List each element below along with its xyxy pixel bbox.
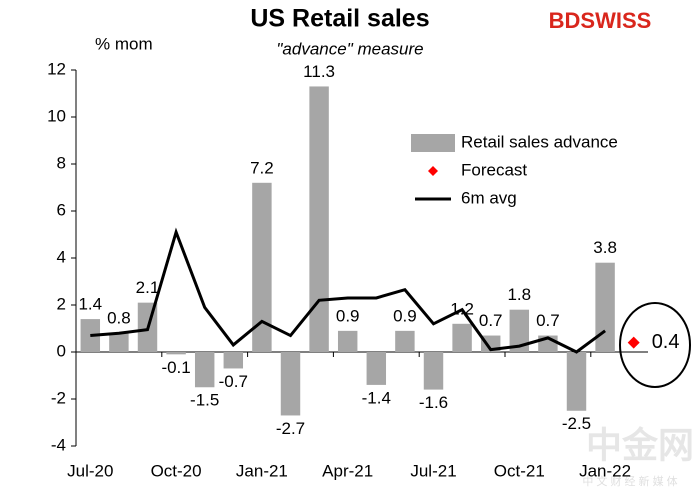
value-label: 0.7 — [479, 311, 503, 330]
bar — [452, 323, 472, 352]
value-label: 2.1 — [136, 278, 160, 297]
bar — [223, 352, 244, 369]
y-tick-label: -2 — [51, 388, 66, 407]
y-tick-label: 4 — [57, 247, 66, 266]
value-label: 0.9 — [393, 306, 417, 325]
value-label: 1.4 — [78, 295, 102, 314]
value-label: 3.8 — [593, 238, 617, 257]
value-label: -2.7 — [276, 419, 305, 438]
x-tick-label: Jul-20 — [67, 461, 113, 480]
legend-label: Forecast — [461, 160, 527, 179]
value-label: 0.8 — [107, 309, 131, 328]
x-tick-label: Jul-21 — [410, 461, 456, 480]
value-label: -0.1 — [161, 358, 190, 377]
value-label: -1.4 — [362, 388, 391, 407]
legend-swatch — [411, 134, 455, 152]
legend-swatch — [428, 166, 438, 176]
y-tick-label: 2 — [57, 294, 66, 313]
value-label: 0.7 — [536, 311, 560, 330]
forecast-circle — [619, 302, 691, 388]
y-tick-label: 12 — [47, 59, 66, 78]
value-label: 0.9 — [336, 306, 360, 325]
bar — [395, 330, 415, 352]
line — [90, 227, 606, 354]
bar — [337, 330, 358, 352]
bar — [194, 352, 215, 388]
value-label: -1.6 — [419, 393, 448, 412]
legend-label: 6m avg — [461, 188, 517, 207]
forecast-marker — [627, 336, 640, 349]
bar — [252, 182, 272, 352]
chart-subtitle: "advance" measure — [276, 39, 423, 58]
value-label: 11.3 — [303, 62, 335, 81]
value-label: -1.5 — [190, 391, 219, 410]
bar — [509, 309, 530, 352]
x-tick-label: Oct-21 — [494, 461, 545, 480]
value-label: 1.8 — [507, 285, 531, 304]
bar — [423, 352, 444, 390]
value-label: 7.2 — [250, 158, 274, 177]
bar — [166, 352, 186, 355]
value-label: 0.4 — [652, 331, 680, 353]
y-tick-label: 10 — [47, 106, 66, 125]
bar — [80, 319, 101, 352]
bar — [366, 352, 387, 385]
x-tick-label: Jan-22 — [579, 461, 631, 480]
bar — [566, 352, 587, 411]
value-label: -0.7 — [219, 372, 248, 391]
watermark-sub: 中 文 财 经 新 媒 体 — [582, 474, 677, 488]
bar — [109, 333, 129, 352]
x-tick-label: Oct-20 — [151, 461, 202, 480]
value-label: -2.5 — [562, 414, 591, 433]
bar — [595, 262, 615, 352]
watermark: 中金网 — [586, 425, 694, 466]
legend-label: Retail sales advance — [461, 132, 618, 151]
x-tick-label: Jan-21 — [236, 461, 288, 480]
y-tick-label: 0 — [57, 341, 66, 360]
y-tick-label: -4 — [51, 435, 66, 454]
chart-title: US Retail sales — [250, 5, 429, 33]
y-tick-label: 6 — [57, 200, 66, 219]
bar — [309, 86, 329, 352]
y-axis-label: % mom — [95, 34, 153, 53]
y-tick-label: 8 — [57, 153, 66, 172]
logo: BDSWISS — [549, 8, 652, 33]
bar — [280, 352, 301, 416]
x-tick-label: Apr-21 — [322, 461, 373, 480]
